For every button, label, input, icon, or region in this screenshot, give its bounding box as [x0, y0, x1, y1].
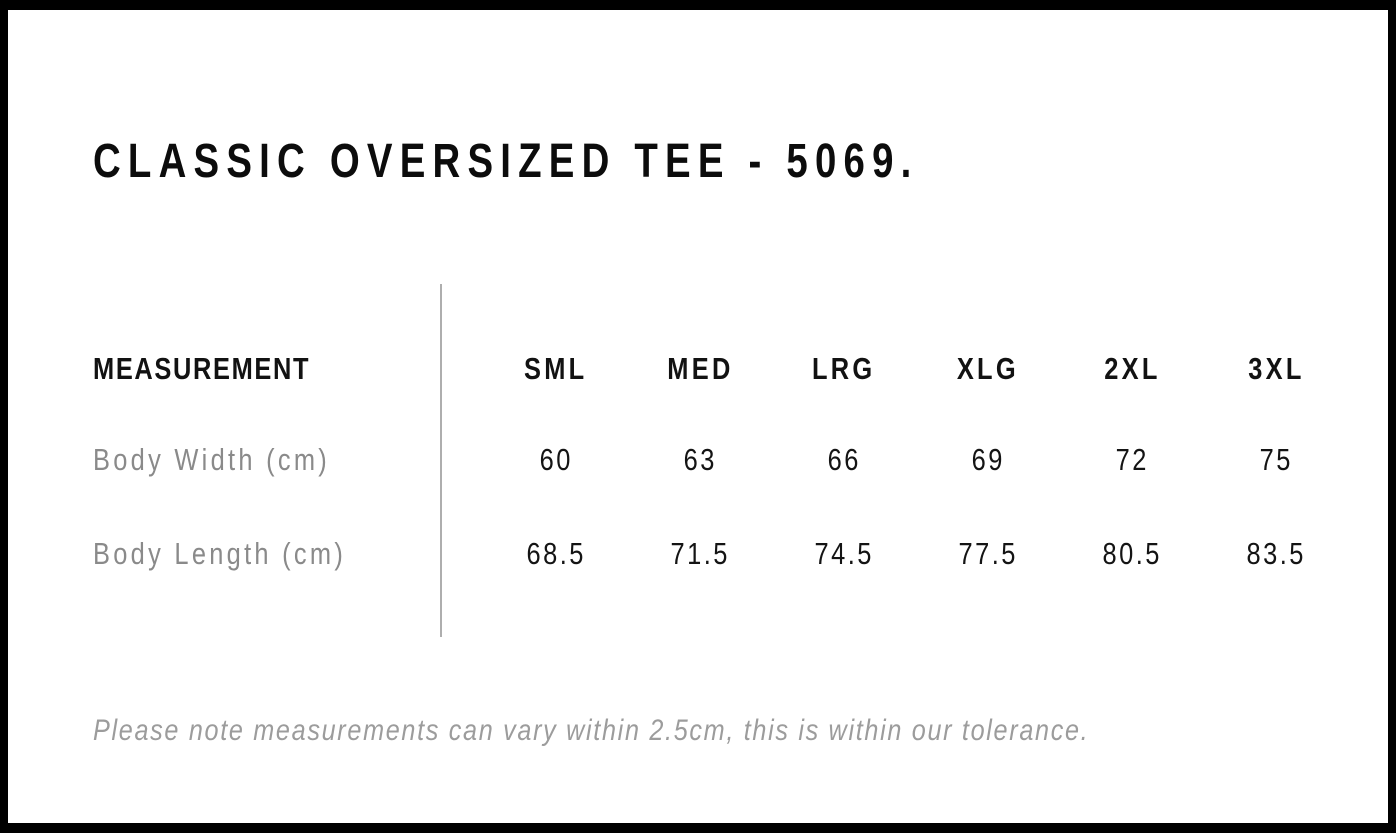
size-value-cell: 69 [971, 442, 1005, 477]
size-header-med: MED [666, 351, 734, 386]
page-title: CLASSIC OVERSIZED TEE - 5069. [93, 135, 919, 189]
measurement-header-label: MEASUREMENT [93, 351, 311, 386]
table-row-body-length: Body Length (cm) 68.5 71.5 74.5 77.5 80.… [93, 534, 1348, 574]
row-label-cell: Body Width (cm) [93, 440, 440, 480]
size-value-cell: 77.5 [958, 536, 1018, 571]
size-value-cell: 74.5 [814, 536, 874, 571]
size-value-cell: 68.5 [526, 536, 586, 571]
size-chart-header-row: MEASUREMENT SML MED LRG XLG 2XL 3XL [93, 349, 1348, 389]
size-value-cell: 63 [683, 442, 717, 477]
size-value-cell: 66 [827, 442, 861, 477]
size-header-sml: SML [524, 351, 588, 386]
size-value-cell: 60 [539, 442, 573, 477]
row-label-cell: Body Length (cm) [93, 534, 440, 574]
size-header-xlg: XLG [956, 351, 1020, 386]
row-label: Body Width (cm) [93, 442, 331, 477]
tolerance-note: Please note measurements can vary within… [93, 714, 1090, 747]
column-divider-line [440, 284, 442, 637]
size-value-cell: 72 [1115, 442, 1149, 477]
size-header-2xl: 2XL [1103, 351, 1161, 386]
size-header-3xl: 3XL [1247, 351, 1305, 386]
measurement-header-cell: MEASUREMENT [93, 349, 440, 389]
size-value-cell: 71.5 [670, 536, 730, 571]
row-label: Body Length (cm) [93, 536, 347, 571]
size-value-cell: 83.5 [1246, 536, 1306, 571]
size-header-lrg: LRG [812, 351, 876, 386]
table-row-body-width: Body Width (cm) 60 63 66 69 72 75 [93, 440, 1348, 480]
size-value-cell: 80.5 [1102, 536, 1162, 571]
size-value-cell: 75 [1259, 442, 1293, 477]
